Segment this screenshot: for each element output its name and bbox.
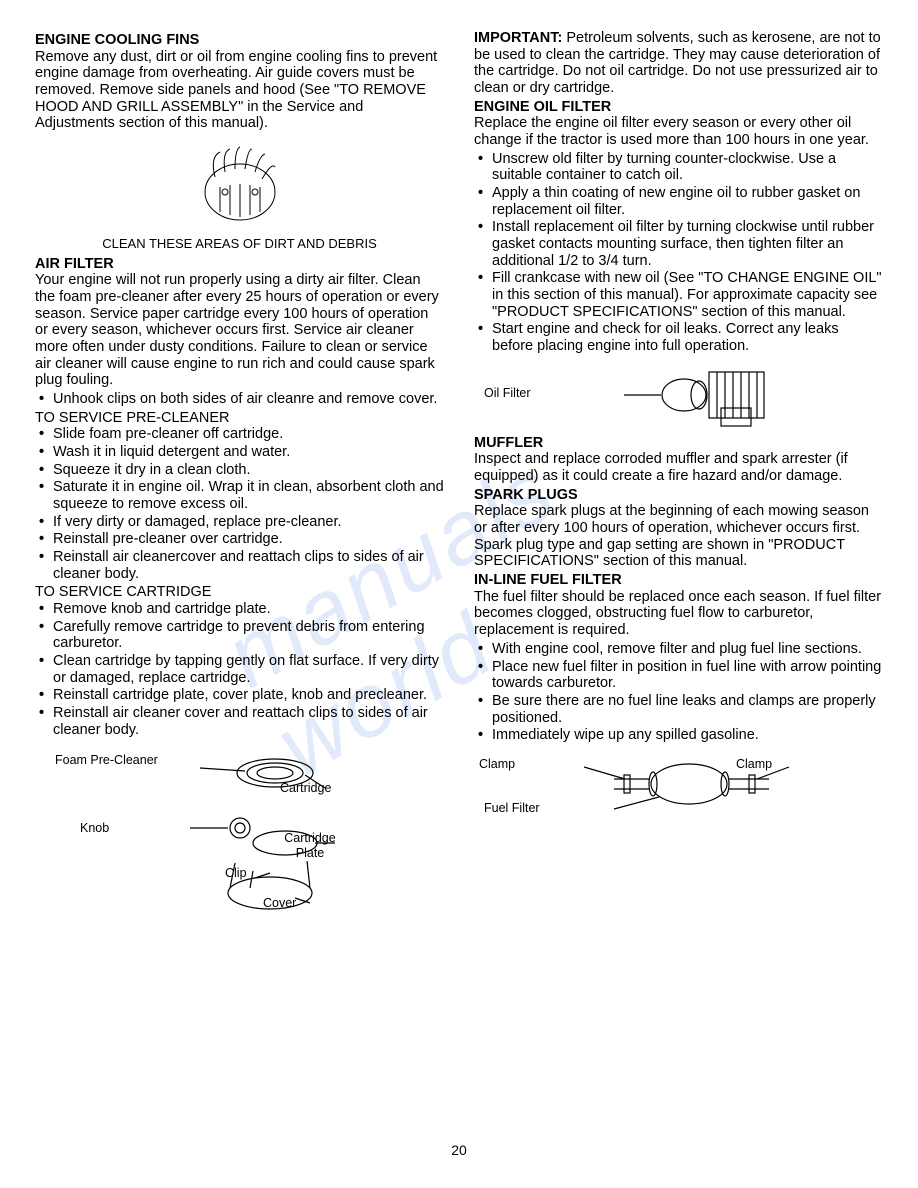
subheading-cartridge: TO SERVICE CARTRIDGE	[35, 584, 444, 601]
bullet-sc2: Carefully remove cartridge to prevent de…	[35, 619, 444, 652]
label-oil-filter: Oil Filter	[484, 386, 531, 400]
para-air-filter: Your engine will not run properly using …	[35, 272, 444, 389]
bullet-ff2: Place new fuel filter in position in fue…	[474, 659, 883, 692]
right-column: IMPORTANT: Petroleum solvents, such as k…	[474, 30, 883, 928]
subheading-precleaner: TO SERVICE PRE-CLEANER	[35, 410, 444, 427]
bullet-ff4: Immediately wipe up any spilled gasoline…	[474, 727, 883, 744]
bullet-of5: Start engine and check for oil leaks. Co…	[474, 321, 883, 354]
heading-spark-plugs: SPARK PLUGS	[474, 487, 883, 504]
figure-fuel-filter: Clamp Clamp Fuel Filter	[474, 749, 883, 824]
label-knob: Knob	[80, 821, 109, 835]
page-content: ENGINE COOLING FINS Remove any dust, dir…	[35, 30, 883, 928]
bullet-sc5: Reinstall air cleaner cover and reattach…	[35, 705, 444, 738]
bullet-ff3: Be sure there are no fuel line leaks and…	[474, 693, 883, 726]
bullet-pc2: Wash it in liquid detergent and water.	[35, 444, 444, 461]
bullet-sc3: Clean cartridge by tapping gently on fla…	[35, 653, 444, 686]
page-number: 20	[451, 1142, 467, 1158]
figure-air-cleaner: Foam Pre-Cleaner Knob Cartridge Cartridg…	[35, 743, 444, 923]
label-clamp-right: Clamp	[736, 757, 772, 771]
heading-fuel-filter: IN-LINE FUEL FILTER	[474, 572, 883, 589]
bullet-sc1: Remove knob and cartridge plate.	[35, 601, 444, 618]
bullet-unhook: Unhook clips on both sides of air cleanr…	[35, 391, 444, 408]
important-label: IMPORTANT:	[474, 30, 562, 46]
heading-muffler: MUFFLER	[474, 435, 883, 452]
label-cartridge-plate: Cartridge Plate	[280, 831, 340, 860]
bullet-pc3: Squeeze it dry in a clean cloth.	[35, 462, 444, 479]
para-cooling-fins: Remove any dust, dirt or oil from engine…	[35, 49, 444, 132]
label-clip: Clip	[225, 866, 247, 880]
bullet-pc1: Slide foam pre-cleaner off cartridge.	[35, 426, 444, 443]
label-cover: Cover	[263, 896, 296, 910]
bullet-pc6: Reinstall pre-cleaner over cartridge.	[35, 531, 444, 548]
heading-cooling-fins: ENGINE COOLING FINS	[35, 32, 444, 49]
left-column: ENGINE COOLING FINS Remove any dust, dir…	[35, 30, 444, 928]
label-fuel-filter: Fuel Filter	[484, 801, 540, 815]
caption-fins: CLEAN THESE AREAS OF DIRT AND DEBRIS	[35, 237, 444, 252]
label-cartridge: Cartridge	[280, 781, 331, 795]
para-oil-filter: Replace the engine oil filter every seas…	[474, 115, 883, 148]
figure-oil-filter: Oil Filter	[474, 360, 883, 430]
bullet-of4: Fill crankcase with new oil (See "TO CHA…	[474, 270, 883, 320]
label-foam: Foam Pre-Cleaner	[55, 753, 158, 767]
bullet-pc4: Saturate it in engine oil. Wrap it in cl…	[35, 479, 444, 512]
para-spark-plugs: Replace spark plugs at the beginning of …	[474, 503, 883, 570]
bullet-sc4: Reinstall cartridge plate, cover plate, …	[35, 687, 444, 704]
bullet-of3: Install replacement oil filter by turnin…	[474, 219, 883, 269]
bullet-of2: Apply a thin coating of new engine oil t…	[474, 185, 883, 218]
para-important: IMPORTANT: Petroleum solvents, such as k…	[474, 30, 883, 97]
para-muffler: Inspect and replace corroded muffler and…	[474, 451, 883, 484]
bullet-ff1: With engine cool, remove filter and plug…	[474, 641, 883, 658]
bullet-of1: Unscrew old filter by turning counter-cl…	[474, 151, 883, 184]
bullet-pc7: Reinstall air cleanercover and reattach …	[35, 549, 444, 582]
para-fuel-filter: The fuel filter should be replaced once …	[474, 589, 883, 639]
heading-air-filter: AIR FILTER	[35, 256, 444, 273]
label-clamp-left: Clamp	[479, 757, 515, 771]
figure-engine-fins	[35, 137, 444, 232]
heading-oil-filter: ENGINE OIL FILTER	[474, 99, 883, 116]
bullet-pc5: If very dirty or damaged, replace pre-cl…	[35, 514, 444, 531]
